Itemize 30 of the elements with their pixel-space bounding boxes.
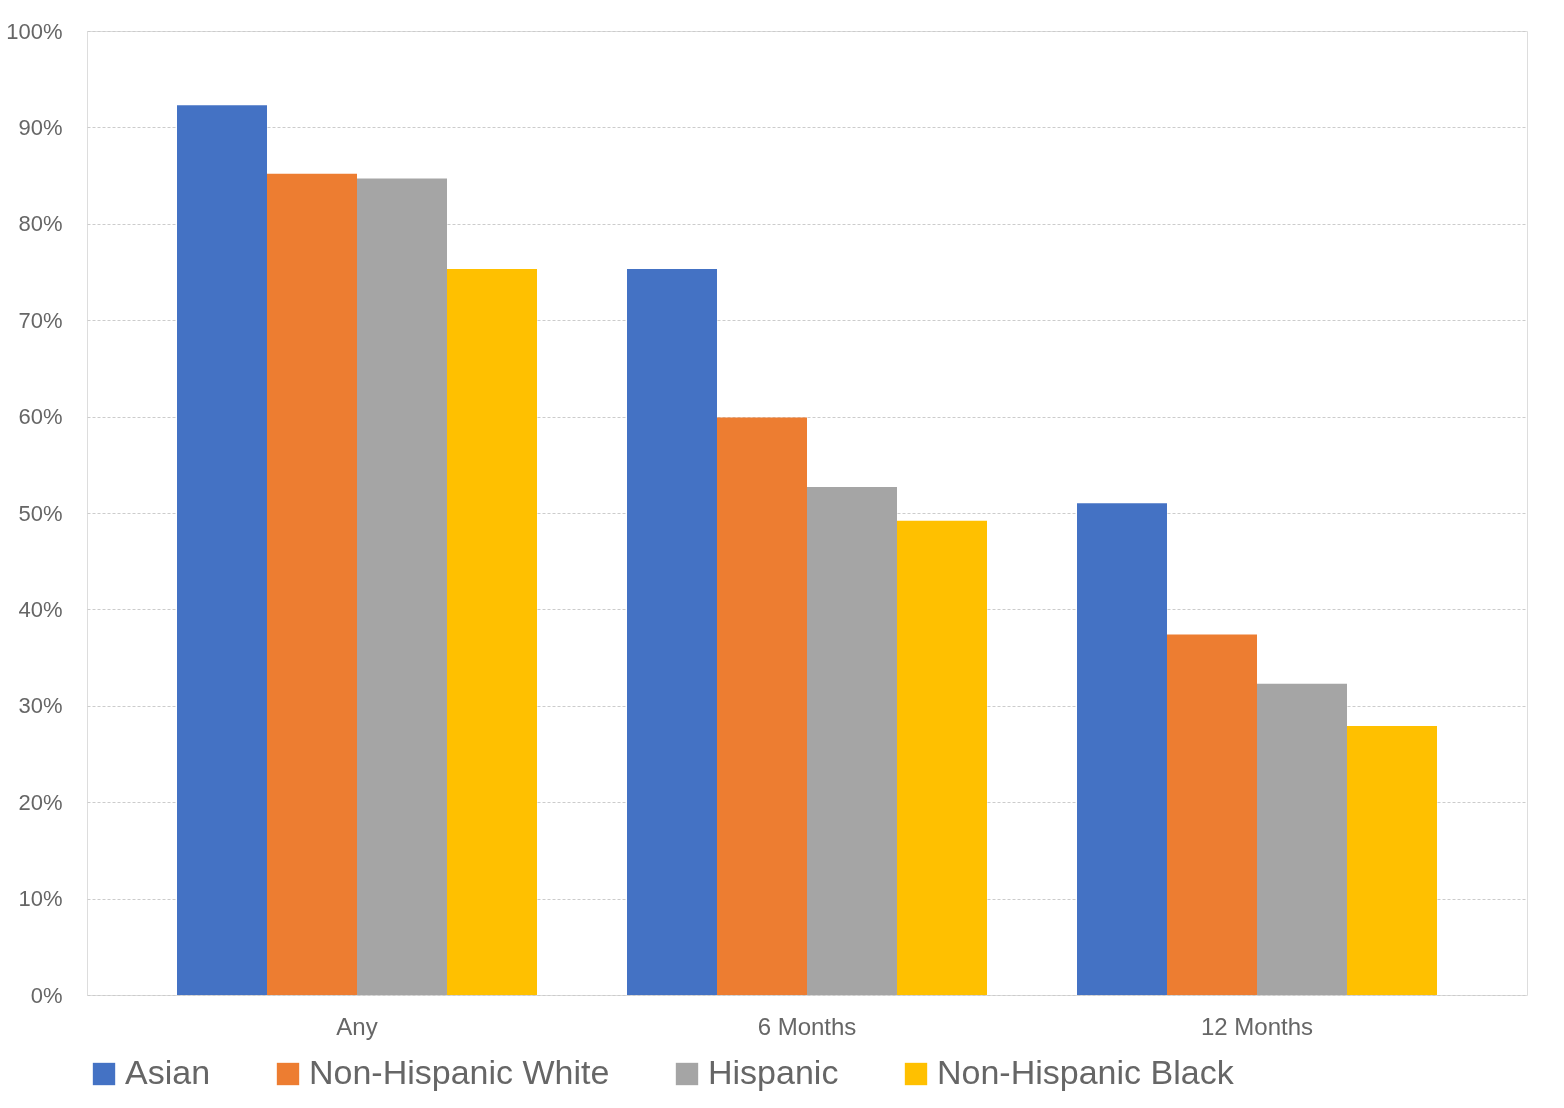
- y-tick-label: 20%: [18, 789, 63, 815]
- x-tick-label: 6 Months: [757, 1012, 857, 1040]
- y-tick-label: 40%: [18, 596, 63, 622]
- y-tick-label: 70%: [18, 307, 63, 333]
- legend-label: Non-Hispanic White: [309, 1053, 610, 1091]
- bar: [357, 178, 447, 995]
- y-tick-label: 90%: [18, 114, 63, 140]
- bar: [807, 486, 897, 995]
- bar: [1257, 683, 1347, 995]
- y-tick-label: 60%: [18, 404, 63, 430]
- y-tick-label: 10%: [18, 886, 63, 912]
- bar: [447, 269, 537, 995]
- legend-label: Hispanic: [708, 1053, 839, 1091]
- bar: [1077, 503, 1167, 995]
- y-tick-label: 0%: [30, 982, 63, 1008]
- bar: [897, 520, 987, 995]
- bar: [267, 173, 357, 995]
- legend-label: Non-Hispanic Black: [937, 1053, 1235, 1091]
- y-tick-label: 80%: [18, 211, 63, 237]
- legend-label: Asian: [125, 1053, 211, 1091]
- bar: [1347, 726, 1437, 995]
- bar: [1167, 634, 1257, 995]
- x-tick-label: Any: [336, 1012, 378, 1040]
- y-tick-label: 100%: [6, 18, 63, 44]
- bar: [177, 105, 267, 995]
- bar: [717, 417, 807, 995]
- y-tick-label: 30%: [18, 693, 63, 719]
- y-tick-label: 50%: [18, 500, 63, 526]
- x-tick-label: 12 Months: [1200, 1012, 1314, 1040]
- bar: [627, 269, 717, 995]
